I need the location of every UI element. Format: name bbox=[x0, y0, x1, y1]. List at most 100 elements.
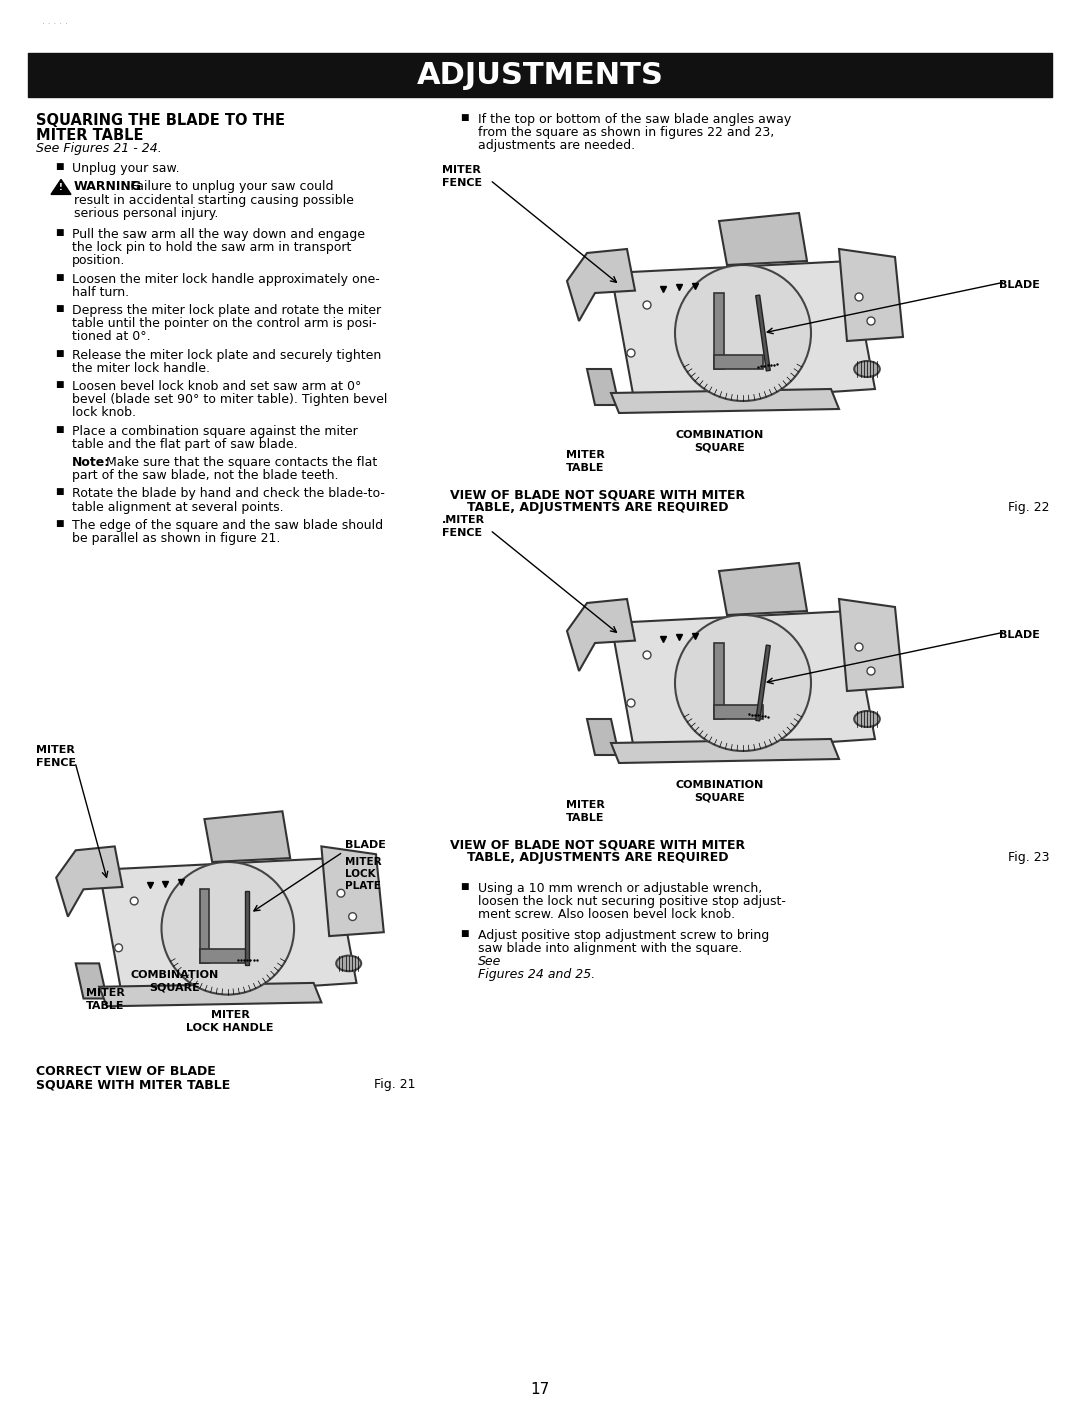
Text: ■: ■ bbox=[55, 163, 64, 171]
Text: part of the saw blade, not the blade teeth.: part of the saw blade, not the blade tee… bbox=[72, 470, 338, 482]
Text: COMBINATION: COMBINATION bbox=[676, 430, 765, 440]
Polygon shape bbox=[56, 847, 122, 917]
Polygon shape bbox=[51, 179, 71, 195]
Text: Adjust positive stop adjustment screw to bring: Adjust positive stop adjustment screw to… bbox=[478, 928, 769, 942]
Text: Note:: Note: bbox=[72, 456, 110, 470]
Text: BLADE: BLADE bbox=[345, 840, 386, 850]
Circle shape bbox=[627, 700, 635, 707]
Text: VIEW OF BLADE NOT SQUARE WITH MITER: VIEW OF BLADE NOT SQUARE WITH MITER bbox=[450, 488, 745, 501]
Circle shape bbox=[349, 913, 356, 921]
Text: Using a 10 mm wrench or adjustable wrench,: Using a 10 mm wrench or adjustable wrenc… bbox=[478, 882, 762, 894]
Text: See: See bbox=[478, 955, 501, 967]
Text: TABLE: TABLE bbox=[566, 463, 604, 472]
Text: SQUARE: SQUARE bbox=[150, 983, 201, 993]
Text: Depress the miter lock plate and rotate the miter: Depress the miter lock plate and rotate … bbox=[72, 304, 381, 317]
Text: FENCE: FENCE bbox=[442, 178, 482, 188]
Text: TABLE, ADJUSTMENTS ARE REQUIRED: TABLE, ADJUSTMENTS ARE REQUIRED bbox=[468, 501, 729, 515]
Text: FENCE: FENCE bbox=[442, 529, 482, 538]
Text: COMBINATION: COMBINATION bbox=[676, 780, 765, 789]
Text: Fig. 21: Fig. 21 bbox=[374, 1078, 415, 1091]
Polygon shape bbox=[714, 644, 724, 719]
Text: ■: ■ bbox=[55, 425, 64, 433]
Text: the lock pin to hold the saw arm in transport: the lock pin to hold the saw arm in tran… bbox=[72, 241, 351, 254]
Text: Rotate the blade by hand and check the blade-to-: Rotate the blade by hand and check the b… bbox=[72, 488, 384, 501]
Text: TABLE, ADJUSTMENTS ARE REQUIRED: TABLE, ADJUSTMENTS ARE REQUIRED bbox=[468, 851, 729, 864]
Text: : Failure to unplug your saw could: : Failure to unplug your saw could bbox=[122, 181, 334, 193]
Text: .MITER: .MITER bbox=[442, 515, 485, 524]
Polygon shape bbox=[714, 705, 762, 719]
Text: table until the pointer on the control arm is posi-: table until the pointer on the control a… bbox=[72, 317, 377, 331]
Text: SQUARING THE BLADE TO THE: SQUARING THE BLADE TO THE bbox=[36, 114, 285, 128]
Polygon shape bbox=[99, 983, 322, 1007]
Text: MITER: MITER bbox=[36, 744, 75, 756]
Text: Loosen the miter lock handle approximately one-: Loosen the miter lock handle approximate… bbox=[72, 272, 380, 286]
Text: LOCK: LOCK bbox=[345, 869, 376, 879]
Polygon shape bbox=[588, 719, 619, 756]
Text: The edge of the square and the saw blade should: The edge of the square and the saw blade… bbox=[72, 519, 383, 531]
Circle shape bbox=[131, 897, 138, 904]
Text: ■: ■ bbox=[55, 380, 64, 388]
Text: be parallel as shown in figure 21.: be parallel as shown in figure 21. bbox=[72, 531, 281, 545]
Circle shape bbox=[855, 644, 863, 651]
Text: Fig. 23: Fig. 23 bbox=[1009, 851, 1050, 864]
Text: ADJUSTMENTS: ADJUSTMENTS bbox=[417, 60, 663, 90]
Polygon shape bbox=[839, 250, 903, 341]
Text: ■: ■ bbox=[55, 488, 64, 496]
Circle shape bbox=[643, 301, 651, 308]
Circle shape bbox=[643, 651, 651, 659]
Circle shape bbox=[114, 944, 122, 952]
Text: WARNING: WARNING bbox=[75, 181, 141, 193]
Polygon shape bbox=[756, 645, 770, 721]
Polygon shape bbox=[567, 599, 635, 672]
Text: Place a combination square against the miter: Place a combination square against the m… bbox=[72, 425, 357, 437]
Text: ■: ■ bbox=[55, 349, 64, 358]
Text: VIEW OF BLADE NOT SQUARE WITH MITER: VIEW OF BLADE NOT SQUARE WITH MITER bbox=[450, 838, 745, 851]
Text: bevel (blade set 90° to miter table). Tighten bevel: bevel (blade set 90° to miter table). Ti… bbox=[72, 393, 388, 407]
Text: MITER TABLE: MITER TABLE bbox=[36, 128, 144, 143]
Circle shape bbox=[675, 615, 811, 751]
Circle shape bbox=[162, 862, 294, 994]
Polygon shape bbox=[245, 892, 249, 966]
Polygon shape bbox=[611, 261, 875, 405]
Text: serious personal injury.: serious personal injury. bbox=[75, 207, 218, 220]
Text: See Figures 21 - 24.: See Figures 21 - 24. bbox=[36, 142, 162, 156]
Polygon shape bbox=[99, 858, 356, 998]
Polygon shape bbox=[714, 293, 724, 369]
Text: MITER: MITER bbox=[85, 988, 124, 998]
Polygon shape bbox=[756, 294, 770, 372]
Text: ■: ■ bbox=[55, 272, 64, 282]
Text: TABLE: TABLE bbox=[85, 1001, 124, 1011]
Text: MITER: MITER bbox=[566, 450, 605, 460]
Text: TABLE: TABLE bbox=[566, 813, 604, 823]
Polygon shape bbox=[76, 963, 107, 998]
Text: 17: 17 bbox=[530, 1382, 550, 1396]
Text: half turn.: half turn. bbox=[72, 286, 130, 299]
Text: SQUARE: SQUARE bbox=[694, 794, 745, 803]
Polygon shape bbox=[204, 812, 291, 862]
Text: SQUARE: SQUARE bbox=[694, 443, 745, 453]
Text: table alignment at several points.: table alignment at several points. bbox=[72, 501, 284, 513]
Text: table and the flat part of saw blade.: table and the flat part of saw blade. bbox=[72, 437, 298, 451]
Text: MITER: MITER bbox=[442, 165, 481, 175]
Ellipse shape bbox=[854, 711, 880, 728]
Text: ■: ■ bbox=[55, 519, 64, 527]
Text: FENCE: FENCE bbox=[36, 758, 76, 768]
Polygon shape bbox=[839, 599, 903, 691]
Text: lock knob.: lock knob. bbox=[72, 407, 136, 419]
Polygon shape bbox=[611, 611, 875, 756]
Text: ■: ■ bbox=[460, 114, 469, 122]
Text: CORRECT VIEW OF BLADE: CORRECT VIEW OF BLADE bbox=[36, 1066, 216, 1078]
Circle shape bbox=[627, 349, 635, 358]
Polygon shape bbox=[611, 739, 839, 763]
Polygon shape bbox=[567, 250, 635, 321]
Text: ■: ■ bbox=[460, 882, 469, 892]
Ellipse shape bbox=[336, 956, 361, 972]
Text: ment screw. Also loosen bevel lock knob.: ment screw. Also loosen bevel lock knob. bbox=[478, 908, 735, 921]
Text: Figures 24 and 25.: Figures 24 and 25. bbox=[478, 969, 595, 981]
Polygon shape bbox=[200, 889, 210, 963]
Text: ■: ■ bbox=[55, 229, 64, 237]
Text: loosen the lock nut securing positive stop adjust-: loosen the lock nut securing positive st… bbox=[478, 896, 786, 908]
Text: BLADE: BLADE bbox=[999, 629, 1040, 639]
Circle shape bbox=[867, 667, 875, 674]
Text: Pull the saw arm all the way down and engage: Pull the saw arm all the way down and en… bbox=[72, 229, 365, 241]
